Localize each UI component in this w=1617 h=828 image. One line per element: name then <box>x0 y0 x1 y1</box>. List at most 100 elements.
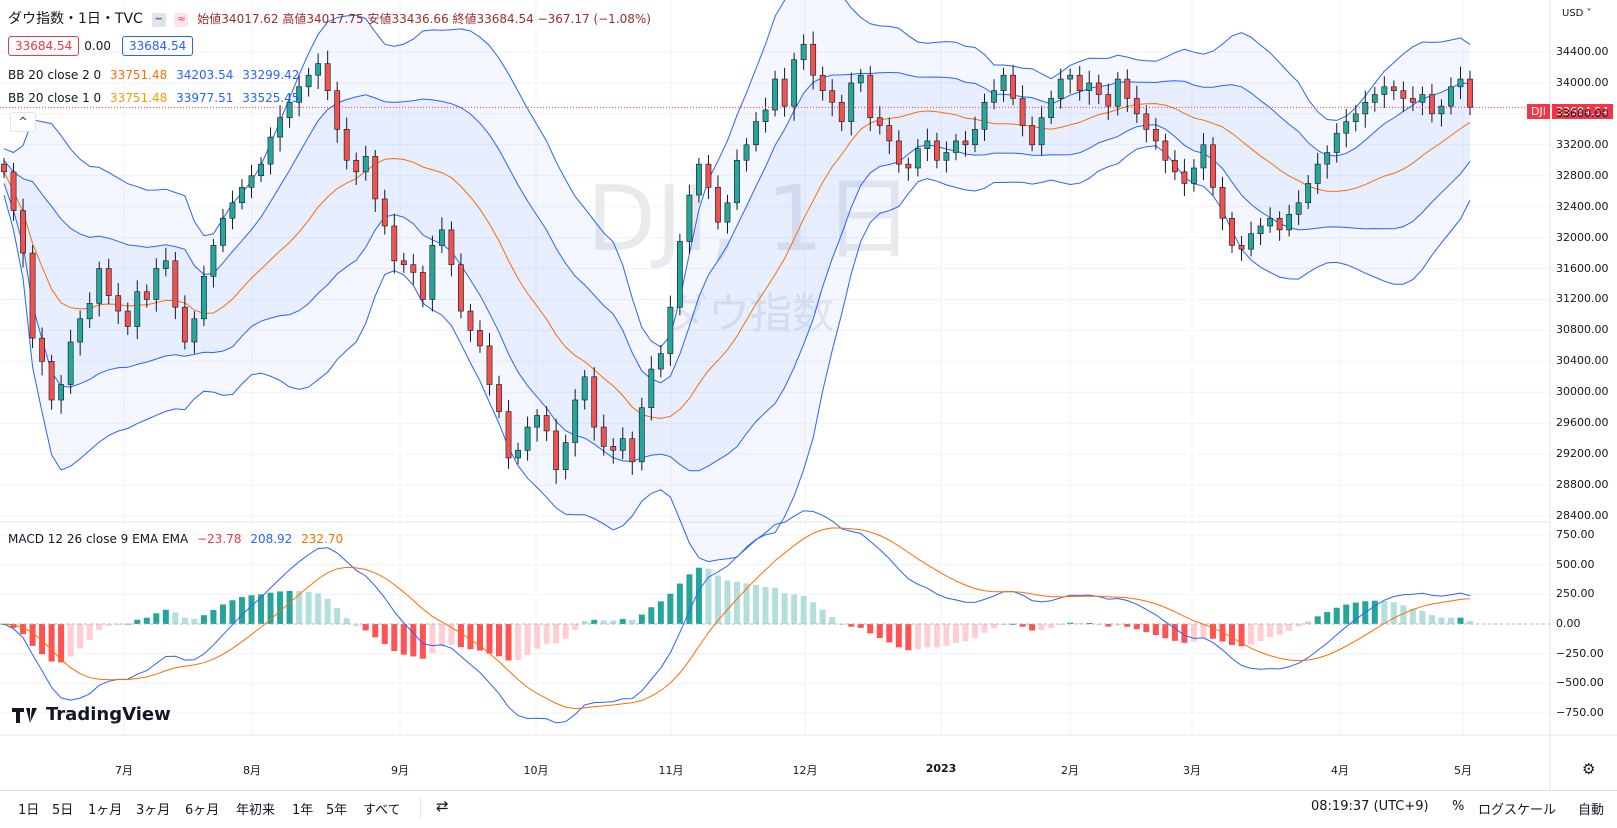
macd-label: MACD 12 26 close 9 EMA EMA <box>8 532 189 546</box>
ohlc-values: 始値34017.62 高値34017.75 安値33436.66 終値33684… <box>197 12 651 26</box>
candle-body <box>1390 86 1397 91</box>
macd-hist-bar <box>905 624 912 651</box>
macd-hist-bar <box>952 624 959 644</box>
tf-ytd[interactable]: 年初来 <box>236 803 276 818</box>
macd-hist-bar <box>1105 624 1112 627</box>
macd-hist-bar <box>248 595 255 624</box>
macd-hist-bar <box>581 621 588 624</box>
macd-hist-bar <box>943 624 950 646</box>
trade-buttons: 33684.54 0.00 33684.54 <box>8 36 198 56</box>
macd-hist-bar <box>1190 624 1197 642</box>
log-scale-toggle[interactable]: ログスケール <box>1478 803 1557 818</box>
macd-hist-bar <box>134 619 141 624</box>
tf-3m[interactable]: 3ヶ月 <box>136 803 171 818</box>
macd-hist-bar <box>305 591 312 624</box>
auto-scale-toggle[interactable]: 自動 <box>1578 803 1605 818</box>
candle-body <box>334 90 341 130</box>
candle-body <box>676 241 683 308</box>
wave-icon[interactable]: ≈ <box>174 12 189 27</box>
currency-selector[interactable]: USD ˅ <box>1562 8 1592 19</box>
macd-hist-bar <box>39 624 46 655</box>
candle-body <box>629 438 636 463</box>
candle-body <box>1191 167 1197 184</box>
macd-hist-bar <box>115 623 122 625</box>
tf-5d[interactable]: 5日 <box>52 803 74 818</box>
macd-hist-bar <box>791 594 798 624</box>
time-axis-label: 5月 <box>1454 764 1472 777</box>
sell-button[interactable]: 33684.54 <box>8 36 80 56</box>
macd-legend[interactable]: MACD 12 26 close 9 EMA EMA −23.78 208.92… <box>8 532 348 546</box>
date-range-icon[interactable]: ⇄ <box>436 797 449 815</box>
macd-hist-bar <box>610 620 617 624</box>
visibility-icon[interactable]: ━ <box>151 12 166 27</box>
clock: 08:19:37 (UTC+9) <box>1311 799 1429 814</box>
collapse-legend-button[interactable]: ^ <box>10 112 36 132</box>
candle-body <box>572 399 579 443</box>
symbol-title[interactable]: ダウ指数・1日・TVC <box>8 11 143 27</box>
candle-body <box>1000 74 1007 91</box>
macd-hist-bar <box>172 612 179 624</box>
macd-hist-bar <box>705 568 712 624</box>
macd-hist-bar <box>914 624 921 650</box>
macd-hist-bar <box>924 624 931 648</box>
macd-hist-bar <box>429 624 436 654</box>
macd-hist-bar <box>1152 624 1159 635</box>
percent-toggle[interactable]: % <box>1452 799 1465 814</box>
macd-hist-bar <box>277 591 284 624</box>
candle-body <box>543 415 550 432</box>
macd-hist-bar <box>1438 617 1445 624</box>
tf-1d[interactable]: 1日 <box>18 803 40 818</box>
tf-1m[interactable]: 1ヶ月 <box>88 803 123 818</box>
candle-body <box>1314 163 1321 184</box>
bb1-legend[interactable]: BB 20 close 1 0 33751.48 33977.51 33525.… <box>8 91 304 105</box>
candle-body <box>1057 78 1064 99</box>
tf-all[interactable]: すべて <box>363 803 401 818</box>
macd-hist-bar <box>781 593 788 624</box>
bb2-legend[interactable]: BB 20 close 2 0 33751.48 34203.54 33299.… <box>8 68 304 82</box>
tf-6m[interactable]: 6ヶ月 <box>185 803 220 818</box>
macd-axis-label: 500.00 <box>1556 557 1595 571</box>
buy-button[interactable]: 33684.54 <box>121 36 194 56</box>
candle-body <box>657 353 664 370</box>
macd-hist-bar <box>1333 607 1340 624</box>
price-axis-label: 34000.00 <box>1556 75 1609 89</box>
candle-body <box>667 306 674 354</box>
candle-body <box>1219 187 1226 219</box>
macd-axis-label: 250.00 <box>1556 587 1595 601</box>
candle-body <box>1248 233 1254 250</box>
candle-body <box>553 430 560 470</box>
tradingview-logo[interactable]: TradingView <box>12 704 171 725</box>
candle-body <box>1305 183 1312 204</box>
macd-hist-bar <box>1419 610 1426 624</box>
candle-body <box>724 202 731 223</box>
candle-body <box>715 187 721 223</box>
macd-hist-bar <box>1086 622 1093 624</box>
macd-axis-label: −500.00 <box>1556 676 1604 690</box>
candle-body <box>1181 171 1188 184</box>
macd-hist-bar <box>448 624 455 645</box>
macd-hist-bar <box>1124 624 1131 627</box>
macd-hist-bar <box>86 624 93 641</box>
macd-hist-bar <box>238 597 245 624</box>
macd-line-value: 208.92 <box>250 532 293 546</box>
candle-body <box>48 361 55 401</box>
candle-body <box>886 125 893 142</box>
candle-body <box>962 140 969 146</box>
price-axis-label: 30400.00 <box>1556 354 1609 368</box>
macd-hist-bar <box>638 614 645 624</box>
candle-body <box>458 264 464 312</box>
candle-body <box>162 260 169 269</box>
tf-5y[interactable]: 5年 <box>326 803 348 818</box>
candle-body <box>181 306 188 343</box>
candle-body <box>1352 113 1359 122</box>
candle-body <box>857 74 864 84</box>
settings-gear-icon[interactable]: ⚙ <box>1582 760 1596 778</box>
candle-body <box>1419 94 1426 103</box>
macd-hist-bar <box>1067 622 1074 624</box>
macd-hist-bar <box>686 574 693 624</box>
tf-1y[interactable]: 1年 <box>292 803 314 818</box>
macd-hist-bar <box>96 624 103 631</box>
macd-hist-bar <box>1314 616 1321 624</box>
candle-body <box>1362 101 1369 115</box>
